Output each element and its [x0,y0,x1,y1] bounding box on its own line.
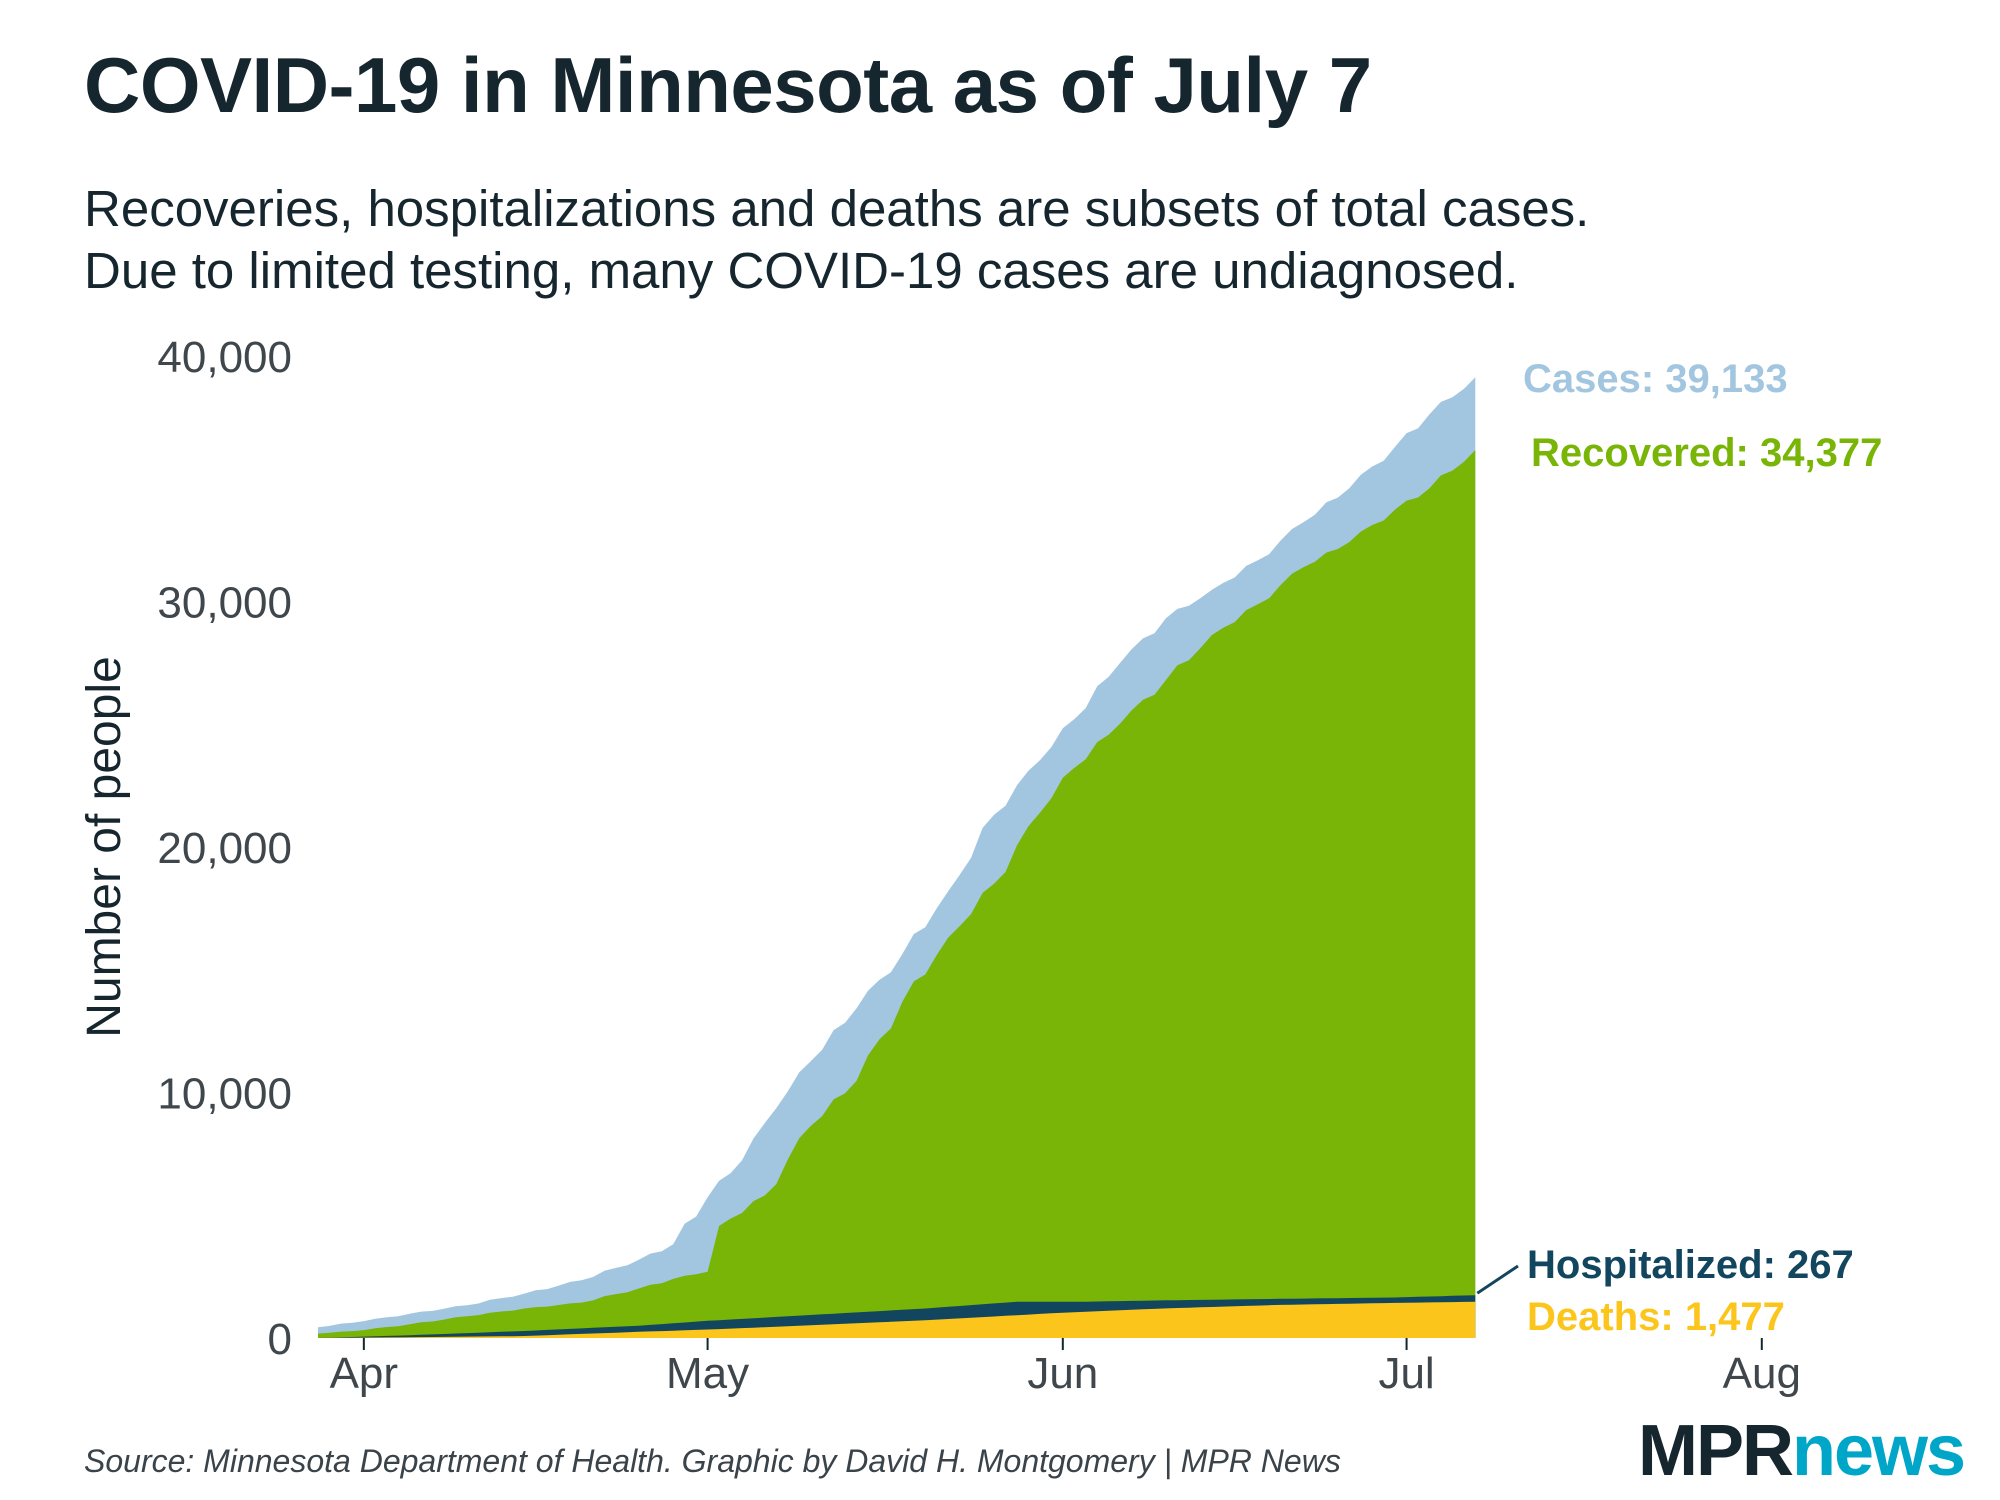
x-tick-label: Jun [1027,1349,1098,1398]
x-tick-label: Jul [1378,1349,1434,1398]
x-tick-label: May [666,1349,749,1398]
y-tick-label: 20,000 [157,824,292,873]
label-deaths: Deaths: 1,477 [1527,1295,1785,1339]
subtitle-line-1: Recoveries, hospitalizations and deaths … [84,180,1590,237]
y-tick-label: 40,000 [157,333,292,382]
logo-news-text: news [1792,1411,1966,1491]
x-tick-label: Aug [1723,1349,1801,1398]
y-axis-label: Number of people [78,656,131,1038]
label-recovered: Recovered: 34,377 [1531,431,1882,475]
area-recovered [318,450,1476,1338]
subtitle-line-2: Due to limited testing, many COVID-19 ca… [84,242,1519,299]
y-tick-label: 10,000 [157,1070,292,1119]
chart-subtitle: Recoveries, hospitalizations and deaths … [84,178,1589,302]
y-tick-label: 30,000 [157,579,292,628]
label-cases: Cases: 39,133 [1523,357,1788,401]
y-tick-label: 0 [268,1315,292,1364]
mpr-news-logo: MPRnews [1638,1410,1966,1491]
chart-title: COVID-19 in Minnesota as of July 7 [84,41,1372,129]
source-credit: Source: Minnesota Department of Health. … [84,1443,1341,1479]
logo-mpr-text: MPR [1638,1411,1794,1491]
label-hospitalized: Hospitalized: 267 [1527,1243,1854,1287]
hospitalized-leader-line [1476,1264,1519,1295]
x-tick-label: Apr [330,1349,398,1398]
area-deaths [318,1301,1476,1338]
